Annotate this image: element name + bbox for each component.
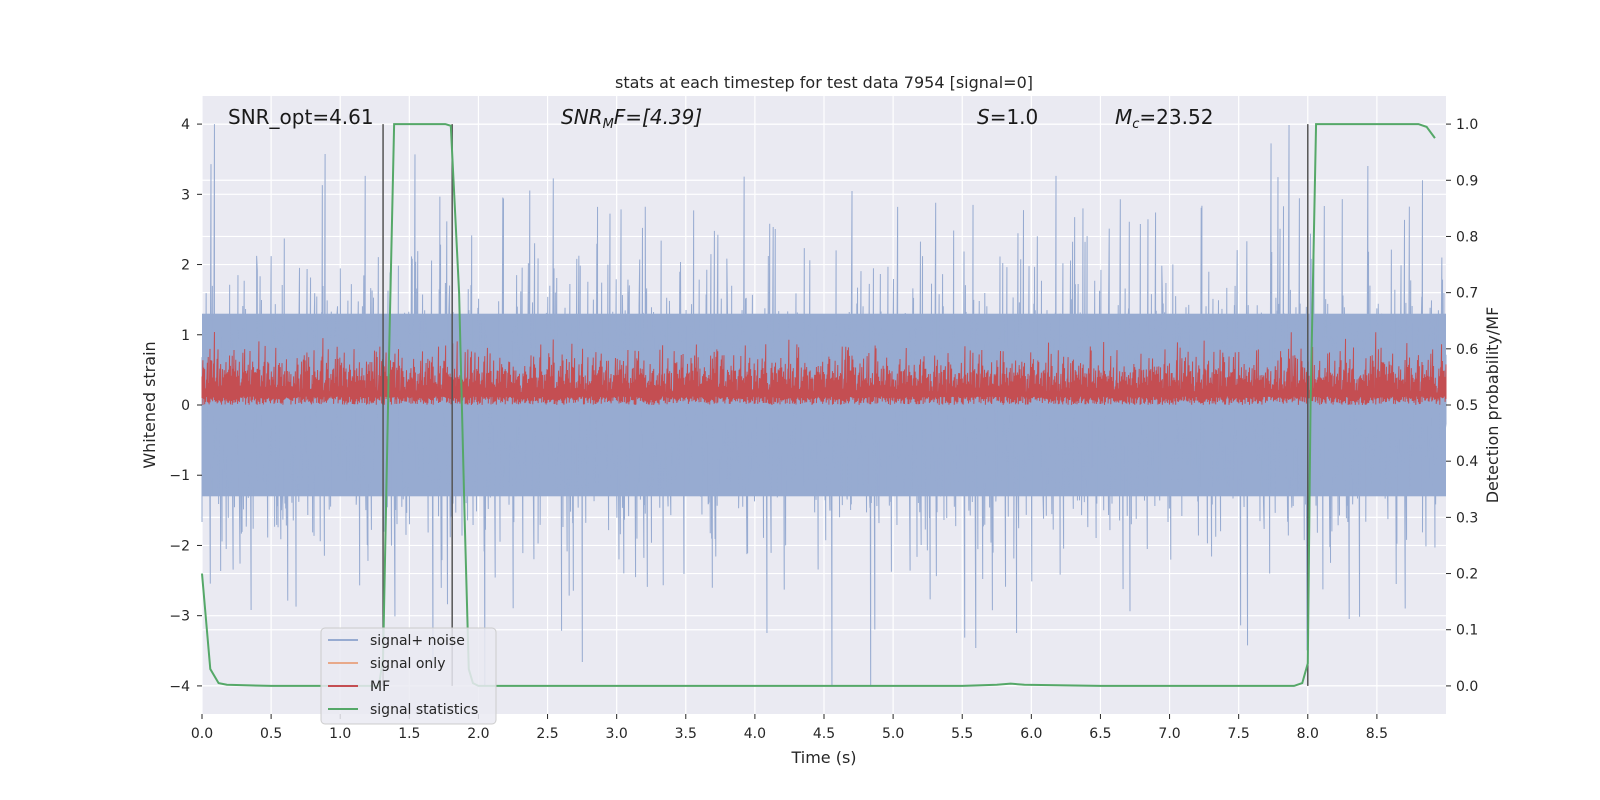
- y-tick-label: 3: [181, 187, 190, 203]
- x-tick-label: 0.0: [191, 726, 213, 742]
- y-tick-label: −3: [169, 609, 190, 625]
- x-tick-label: 6.5: [1089, 726, 1111, 742]
- annotation-mc: Mc=23.52: [1115, 105, 1213, 132]
- annotation-mc-value: =23.52: [1139, 105, 1213, 129]
- x-tick-label: 3.5: [675, 726, 697, 742]
- annotation-s-label: S: [977, 105, 990, 129]
- y-tick-label: 0: [181, 398, 190, 414]
- x-tick-label: 0.5: [260, 726, 282, 742]
- mf-line: [201, 331, 1447, 406]
- annotation-snr-mf: SNRMF=[4.39]: [561, 105, 702, 132]
- annotation-snr-opt: SNR_opt=4.61: [228, 105, 374, 129]
- annotation-mc-main: M: [1115, 105, 1132, 129]
- y-tick-label: 2: [181, 258, 190, 274]
- y-tick-label: −1: [169, 468, 190, 484]
- annotation-snr-mf-rest: F=[4.39]: [614, 105, 702, 129]
- y-axis-right-label: Detection probability/MF: [1483, 307, 1502, 504]
- y-tick-label: 1: [181, 328, 190, 344]
- y-right-tick-label: 0.3: [1456, 510, 1478, 526]
- x-tick-label: 6.0: [1020, 726, 1042, 742]
- legend-box: [320, 627, 497, 725]
- y-right-tick-label: 0.8: [1456, 229, 1478, 245]
- x-tick-label: 4.5: [813, 726, 835, 742]
- x-tick-label: 8.0: [1297, 726, 1319, 742]
- annotation-snr-mf-main: SNR: [561, 105, 603, 129]
- annotation-mc-sub: c: [1132, 117, 1139, 132]
- x-tick-label: 2.0: [467, 726, 489, 742]
- y-right-tick-label: 0.0: [1456, 679, 1478, 695]
- x-tick-label: 1.5: [398, 726, 420, 742]
- x-tick-label: 2.5: [536, 726, 558, 742]
- y-tick-label: −2: [169, 538, 190, 554]
- annotation-s-value: =1.0: [990, 105, 1039, 129]
- x-tick-label: 4.0: [744, 726, 766, 742]
- x-tick-label: 7.0: [1158, 726, 1180, 742]
- chart-title: stats at each timestep for test data 795…: [615, 73, 1033, 92]
- x-axis-label: Time (s): [790, 748, 856, 767]
- x-tick-label: 5.5: [951, 726, 973, 742]
- y-right-tick-label: 0.4: [1456, 454, 1478, 470]
- y-axis-ticks: 4 3 2 1 0 −1 −2 −3 −4: [169, 117, 202, 695]
- annotation-s: S=1.0: [977, 105, 1038, 129]
- x-tick-label: 3.0: [606, 726, 628, 742]
- x-tick-label: 8.5: [1366, 726, 1388, 742]
- legend-label-mf: MF: [370, 679, 390, 695]
- mf-series: [201, 331, 1447, 406]
- y-axis-label: Whitened strain: [140, 341, 159, 468]
- y-right-tick-label: 0.6: [1456, 342, 1478, 358]
- y-tick-label: −4: [169, 679, 190, 695]
- y-right-tick-label: 0.2: [1456, 567, 1478, 583]
- legend-label-noise: signal+ noise: [370, 633, 465, 649]
- y-right-tick-label: 1.0: [1456, 117, 1478, 133]
- y-right-tick-label: 0.7: [1456, 286, 1478, 302]
- y-right-tick-label: 0.1: [1456, 623, 1478, 639]
- annotation-snr-mf-sub: M: [603, 117, 614, 132]
- legend: signal+ noise signal only MF signal stat…: [320, 627, 497, 725]
- x-tick-label: 1.0: [329, 726, 351, 742]
- y-right-tick-label: 0.9: [1456, 173, 1478, 189]
- x-tick-label: 5.0: [882, 726, 904, 742]
- legend-label-signal-only: signal only: [370, 656, 445, 672]
- legend-label-signal-statistics: signal statistics: [370, 702, 478, 718]
- y-tick-label: 4: [181, 117, 190, 133]
- x-axis-ticks: 0.0 0.5 1.0 1.5 2.0 2.5 3.0 3.5 4.0 4.5 5.0 5.5 6.0 6…: [191, 714, 1388, 742]
- y-axis-right-ticks: 1.0 0.9 0.8 0.7 0.6 0.5 0.4 0.3 0.2 0.1 0.0: [1446, 117, 1478, 695]
- x-tick-label: 7.5: [1228, 726, 1250, 742]
- y-right-tick-label: 0.5: [1456, 398, 1478, 414]
